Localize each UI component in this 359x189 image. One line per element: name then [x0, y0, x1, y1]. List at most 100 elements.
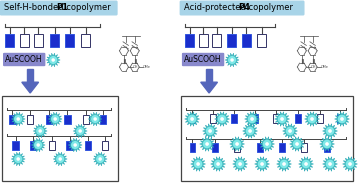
Bar	[64, 115, 71, 123]
Polygon shape	[215, 112, 229, 126]
Bar	[227, 34, 236, 47]
Circle shape	[249, 130, 251, 132]
Circle shape	[229, 57, 236, 63]
Polygon shape	[255, 157, 270, 171]
Circle shape	[279, 115, 286, 123]
Polygon shape	[229, 137, 244, 151]
Bar	[252, 114, 258, 123]
FancyBboxPatch shape	[4, 53, 45, 66]
Circle shape	[302, 160, 309, 168]
Bar	[30, 140, 36, 149]
Bar	[66, 140, 73, 149]
Circle shape	[258, 160, 266, 168]
Text: OH: OH	[311, 65, 316, 69]
Circle shape	[289, 130, 291, 132]
Circle shape	[305, 163, 307, 165]
Bar	[317, 114, 323, 123]
Polygon shape	[200, 137, 215, 151]
Circle shape	[97, 156, 103, 162]
Circle shape	[206, 127, 214, 135]
Text: AuSCOOH: AuSCOOH	[184, 55, 222, 64]
Circle shape	[349, 163, 351, 165]
Polygon shape	[275, 112, 290, 126]
Polygon shape	[185, 112, 200, 126]
Circle shape	[221, 118, 223, 120]
Circle shape	[92, 116, 98, 122]
Circle shape	[266, 143, 268, 145]
Polygon shape	[73, 124, 87, 138]
FancyBboxPatch shape	[180, 1, 304, 15]
Circle shape	[54, 118, 56, 120]
Bar	[302, 143, 307, 152]
Polygon shape	[320, 137, 335, 151]
Bar	[231, 114, 237, 123]
Circle shape	[17, 118, 19, 120]
Circle shape	[326, 143, 328, 145]
Bar	[50, 34, 59, 47]
Polygon shape	[322, 124, 337, 138]
Circle shape	[15, 156, 22, 162]
Circle shape	[323, 140, 331, 148]
Bar	[199, 34, 208, 47]
Circle shape	[188, 115, 196, 123]
Bar	[65, 34, 74, 47]
Bar	[83, 115, 89, 123]
Circle shape	[17, 158, 19, 160]
Circle shape	[52, 116, 59, 122]
Circle shape	[52, 59, 54, 61]
Polygon shape	[304, 112, 320, 126]
Circle shape	[339, 115, 346, 123]
Circle shape	[311, 118, 313, 120]
Polygon shape	[290, 137, 304, 151]
Polygon shape	[191, 157, 206, 171]
Text: Acid-protected copolymer P4: Acid-protected copolymer P4	[184, 4, 306, 12]
Polygon shape	[243, 124, 257, 138]
Circle shape	[59, 158, 61, 160]
Circle shape	[251, 118, 253, 120]
Circle shape	[191, 118, 193, 120]
Circle shape	[239, 163, 241, 165]
Bar	[34, 34, 43, 47]
Bar	[49, 140, 55, 149]
Text: AuSCOOH: AuSCOOH	[5, 55, 43, 64]
Circle shape	[280, 160, 288, 168]
Circle shape	[206, 143, 208, 145]
Bar	[242, 34, 251, 47]
Circle shape	[326, 127, 334, 135]
Circle shape	[231, 59, 233, 61]
Circle shape	[264, 140, 271, 148]
Polygon shape	[260, 137, 275, 151]
Bar	[190, 114, 195, 123]
Bar	[212, 34, 221, 47]
Circle shape	[15, 116, 22, 122]
Polygon shape	[233, 157, 248, 171]
Circle shape	[296, 143, 298, 145]
Bar	[102, 140, 108, 149]
Text: Self-H-bonded copolymer: Self-H-bonded copolymer	[4, 4, 113, 12]
Circle shape	[236, 143, 238, 145]
Circle shape	[329, 163, 331, 165]
Circle shape	[195, 160, 202, 168]
Circle shape	[94, 118, 96, 120]
Polygon shape	[88, 112, 102, 126]
Circle shape	[283, 163, 285, 165]
Bar	[185, 34, 194, 47]
Circle shape	[341, 118, 343, 120]
Bar	[27, 69, 33, 82]
Circle shape	[293, 140, 300, 148]
Circle shape	[219, 115, 226, 123]
Polygon shape	[335, 112, 350, 126]
Bar	[46, 115, 52, 123]
Polygon shape	[322, 157, 337, 171]
Circle shape	[72, 142, 79, 148]
Bar	[279, 143, 285, 152]
Circle shape	[214, 160, 222, 168]
Bar	[257, 143, 263, 152]
Bar	[206, 69, 212, 82]
Circle shape	[248, 115, 256, 123]
Circle shape	[74, 144, 76, 146]
Text: OMe: OMe	[321, 65, 328, 69]
Polygon shape	[225, 53, 239, 67]
FancyBboxPatch shape	[183, 53, 224, 66]
Polygon shape	[46, 53, 60, 67]
